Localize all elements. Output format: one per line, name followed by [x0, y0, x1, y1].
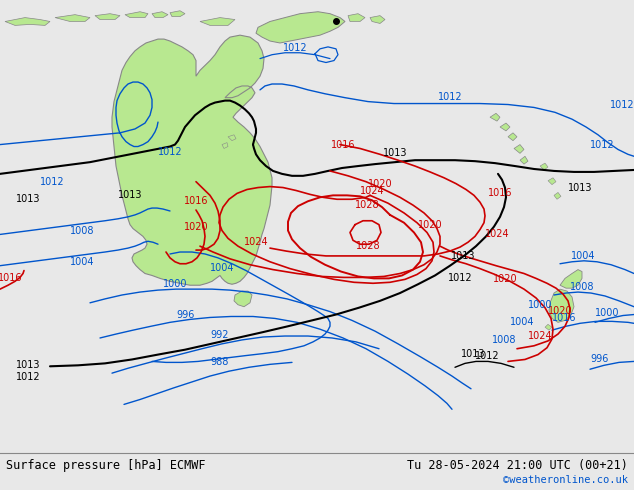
Text: 1020: 1020	[184, 221, 209, 232]
Text: 1012: 1012	[475, 350, 500, 361]
Text: 1020: 1020	[493, 274, 517, 284]
Text: 1028: 1028	[354, 200, 379, 210]
Polygon shape	[234, 291, 252, 307]
Text: 1028: 1028	[356, 241, 380, 251]
Text: 1020: 1020	[418, 220, 443, 230]
Text: 1016: 1016	[0, 273, 22, 283]
Text: 1024: 1024	[359, 187, 384, 196]
Text: 1016: 1016	[184, 196, 208, 206]
Polygon shape	[95, 14, 120, 20]
Text: ©weatheronline.co.uk: ©weatheronline.co.uk	[503, 475, 628, 485]
Text: 1016: 1016	[331, 140, 355, 149]
Text: 1012: 1012	[437, 92, 462, 102]
Polygon shape	[55, 15, 90, 22]
Polygon shape	[5, 18, 50, 25]
Polygon shape	[170, 11, 185, 17]
Polygon shape	[152, 12, 168, 18]
Text: 1013: 1013	[16, 360, 40, 370]
Polygon shape	[540, 163, 548, 170]
Text: 1013: 1013	[118, 190, 142, 200]
Text: 1012: 1012	[590, 140, 614, 149]
Polygon shape	[222, 143, 228, 148]
Polygon shape	[256, 12, 345, 43]
Text: 1012: 1012	[40, 177, 64, 187]
Polygon shape	[500, 123, 510, 131]
Text: 1008: 1008	[70, 225, 94, 236]
Text: 1000: 1000	[527, 300, 552, 310]
Text: 1013: 1013	[568, 183, 592, 193]
Polygon shape	[514, 145, 524, 153]
Polygon shape	[545, 324, 552, 330]
Text: 1020: 1020	[548, 306, 573, 316]
Text: 1024: 1024	[484, 229, 509, 240]
Text: 1008: 1008	[570, 282, 594, 292]
Text: 992: 992	[210, 330, 230, 340]
Text: 1020: 1020	[368, 179, 392, 189]
Text: 1024: 1024	[243, 237, 268, 247]
Polygon shape	[370, 16, 385, 24]
Polygon shape	[560, 270, 582, 288]
Text: 1012: 1012	[283, 43, 307, 53]
Polygon shape	[508, 133, 517, 141]
Text: Tu 28-05-2024 21:00 UTC (00+21): Tu 28-05-2024 21:00 UTC (00+21)	[407, 459, 628, 472]
Text: 988: 988	[211, 357, 229, 368]
Text: Surface pressure [hPa] ECMWF: Surface pressure [hPa] ECMWF	[6, 459, 206, 472]
Polygon shape	[549, 289, 574, 322]
Text: 1016: 1016	[552, 314, 576, 323]
Text: 1013: 1013	[461, 348, 485, 359]
Text: 1012: 1012	[610, 100, 634, 110]
Text: 1012: 1012	[16, 372, 41, 382]
Text: 996: 996	[177, 310, 195, 319]
Text: 1013: 1013	[16, 194, 40, 204]
Text: 1004: 1004	[70, 257, 94, 267]
Text: 1004: 1004	[571, 251, 595, 261]
Polygon shape	[548, 178, 556, 185]
Text: 1012: 1012	[158, 147, 183, 157]
Polygon shape	[554, 193, 561, 199]
Text: 1012: 1012	[448, 273, 472, 283]
Polygon shape	[520, 156, 528, 164]
Text: 1013: 1013	[383, 148, 407, 158]
Polygon shape	[490, 113, 500, 121]
Text: 1016: 1016	[488, 189, 512, 198]
Polygon shape	[200, 18, 235, 25]
Polygon shape	[125, 12, 148, 18]
Polygon shape	[228, 135, 236, 141]
Text: 996: 996	[591, 354, 609, 365]
Text: 1000: 1000	[163, 279, 187, 289]
Text: 1013: 1013	[451, 251, 476, 261]
Text: 1024: 1024	[527, 331, 552, 341]
Text: 1008: 1008	[492, 335, 516, 345]
Text: 1000: 1000	[595, 308, 619, 318]
Text: 1004: 1004	[210, 263, 234, 272]
Polygon shape	[112, 35, 272, 285]
Polygon shape	[348, 14, 365, 22]
Text: 1004: 1004	[510, 318, 534, 327]
